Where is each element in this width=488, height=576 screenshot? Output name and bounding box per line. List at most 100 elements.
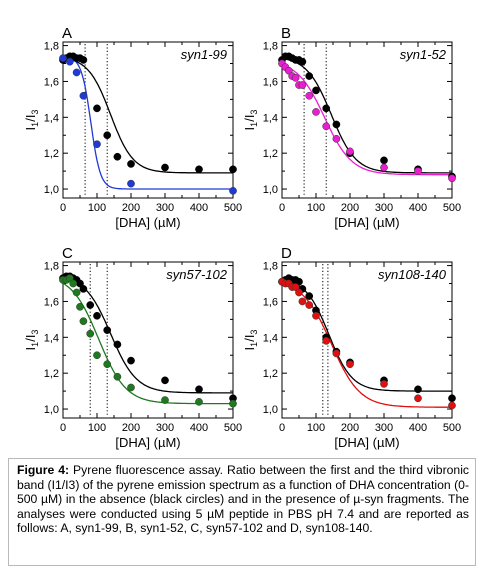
y-label-sub1: 1 [249,122,259,127]
data-point-0 [414,385,422,394]
y-label-sub1: 1 [30,342,40,347]
data-point-1 [127,179,135,188]
x-tick-label: 0 [60,202,66,214]
x-axis-label: [DHA] (µM) [115,215,180,230]
data-point-1 [229,399,237,408]
y-axis-label: I1/I3 [23,110,40,131]
y-tick-label: 1,0 [263,184,278,196]
data-point-1 [322,122,331,131]
y-label-main: I [242,127,257,131]
x-tick-label: 200 [122,202,140,214]
y-tick-label: 1,8 [263,261,278,273]
y-label-sub1: 1 [30,122,40,127]
data-point-0 [161,376,169,385]
data-point-0 [312,86,320,95]
data-point-1 [414,167,422,175]
x-tick-label: 0 [60,422,66,434]
panel-label: syn108-140 [378,267,447,282]
x-tick-label: 300 [375,422,393,434]
data-point-0 [86,301,95,309]
y-label-sub2: 3 [30,110,40,115]
data-point-0 [380,156,388,165]
y-tick-label: 1,8 [263,41,278,53]
data-point-1 [103,360,112,369]
data-point-1 [127,383,135,392]
x-tick-label: 200 [341,422,359,434]
data-point-0 [305,292,314,300]
data-point-1 [332,349,341,358]
y-label-slash: /I [23,335,38,342]
panel-label: syn1-52 [400,47,447,62]
x-tick-label: 300 [156,422,174,434]
caption-label: Figure 4: [17,463,70,477]
data-point-1 [312,311,320,320]
data-point-1 [86,329,95,338]
data-point-1 [295,288,303,297]
y-label-main: I [23,127,38,131]
data-point-1 [298,81,307,89]
data-point-1 [161,396,169,404]
data-point-1 [229,186,237,195]
x-tick-label: 100 [307,202,325,214]
data-point-1 [332,134,341,143]
y-label-sub2: 3 [249,110,259,115]
y-tick-label: 1,2 [44,148,59,160]
data-point-1 [113,372,122,381]
data-point-1 [298,297,307,306]
x-tick-label: 500 [224,422,242,434]
data-point-0 [161,163,169,172]
data-point-1 [93,351,101,360]
plot-frame [62,41,234,199]
data-point-1 [380,380,388,388]
data-point-0 [103,326,112,334]
panel-letter: A [62,25,72,42]
x-tick-label: 0 [279,422,285,434]
x-tick-label: 400 [409,202,427,214]
y-axis-label: I1/I3 [242,110,259,131]
y-axis-label: I1/I3 [242,330,259,351]
x-tick-label: 400 [190,202,208,214]
data-point-1 [346,147,354,156]
x-tick-label: 500 [443,422,461,434]
y-axis-label: I1/I3 [23,330,40,351]
data-point-0 [322,104,331,113]
data-point-0 [79,285,88,293]
data-point-0 [93,104,101,113]
y-tick-label: 1,4 [44,112,59,124]
y-tick-label: 1,6 [44,296,59,308]
fit-curve-1 [281,64,452,176]
data-point-0 [113,340,122,349]
y-tick-label: 1,0 [44,404,59,416]
y-tick-label: 1,6 [44,76,59,88]
plot-frame [62,261,234,419]
data-point-1 [414,394,422,403]
x-tick-label: 100 [88,202,106,214]
fit-curve-1 [62,282,233,405]
panel-label: syn57-102 [166,267,227,282]
fit-curve-0 [62,57,233,174]
data-point-1 [322,337,331,345]
data-point-1 [65,57,74,66]
data-point-1 [448,174,456,183]
y-label-slash: /I [242,335,257,342]
y-tick-label: 1,8 [44,261,59,273]
panel-letter: D [281,245,292,262]
x-tick-label: 200 [341,202,359,214]
figure-caption: Figure 4: Pyrene fluorescence assay. Rat… [8,458,476,566]
data-point-0 [195,165,203,174]
data-point-1 [195,398,203,406]
x-axis-label: [DHA] (µM) [334,435,399,450]
data-point-0 [305,72,314,80]
x-tick-label: 400 [190,422,208,434]
x-tick-label: 0 [279,202,285,214]
x-axis-label: [DHA] (µM) [115,435,180,450]
panel-letter: C [62,245,73,262]
data-point-0 [195,385,203,394]
y-tick-label: 1,4 [44,332,59,344]
x-tick-label: 200 [122,422,140,434]
